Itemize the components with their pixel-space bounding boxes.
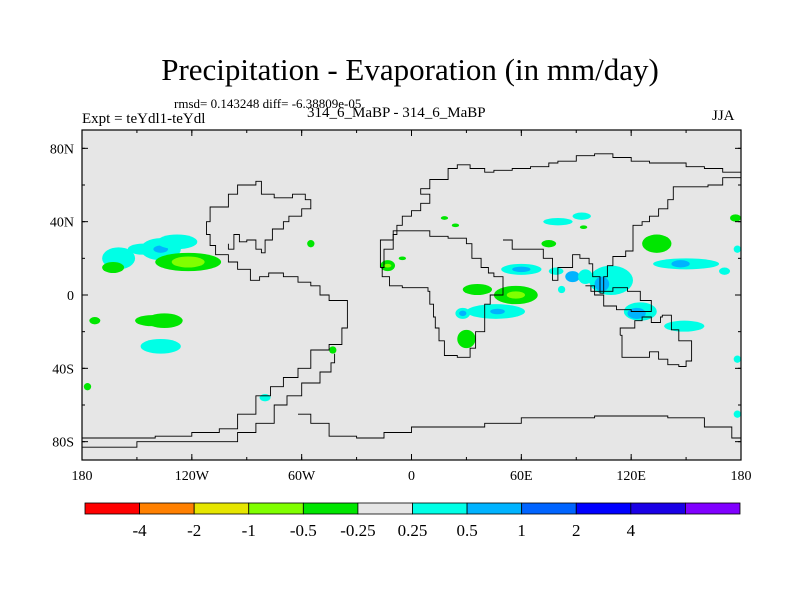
colorbar-box-11 (685, 502, 741, 515)
eurasia-africa-outline (380, 153, 741, 268)
colorbar-label: -1 (242, 521, 256, 540)
americas-outline (82, 180, 348, 439)
colorbar-box-8 (521, 502, 577, 515)
anomaly-patch-6 (171, 256, 205, 268)
season-label: JJA (712, 108, 735, 124)
colorbar-box-3 (248, 502, 304, 515)
anomaly-patch-17 (384, 263, 392, 268)
anomaly-layer (83, 212, 741, 418)
anomaly-patch-42 (627, 307, 646, 319)
colorbar-label: -4 (132, 521, 147, 540)
x-tick-label: 120E (616, 469, 646, 484)
anomaly-patch-47 (664, 320, 705, 332)
colorbar-box-9 (575, 502, 632, 515)
colorbar-label: -2 (187, 521, 201, 540)
stats-subtitle: rmsd= 0.143248 diff= -6.38809e-05 (174, 96, 362, 111)
x-axis: 180 120W 60W 0 60E 120E 180 (72, 130, 752, 484)
anomaly-patch-43 (642, 234, 672, 253)
colorbar-label: 1 (517, 521, 526, 540)
x-tick-label: 180 (72, 469, 93, 484)
colorbar-box-10 (630, 502, 686, 515)
anomaly-patch-1 (102, 262, 125, 273)
colorbar-box-7 (466, 502, 523, 515)
x-tick-label: 60E (510, 469, 533, 484)
anomaly-patch-15 (307, 240, 315, 248)
colorbar-label: 0.5 (456, 521, 477, 540)
anomaly-patch-27 (459, 310, 467, 317)
africa-outline (379, 230, 504, 358)
asia-south-outline (503, 174, 741, 294)
y-axis: 80N 40N 0 40S 80S (50, 142, 741, 451)
plot-background (82, 130, 741, 460)
anomaly-patch-32 (557, 285, 566, 294)
anomaly-patch-28 (457, 329, 476, 349)
colorbar-label: 2 (572, 521, 581, 540)
anomaly-patch-49 (733, 245, 741, 253)
colorbar-label: -0.5 (290, 521, 317, 540)
anomaly-patch-21 (462, 284, 493, 295)
anomaly-patch-7 (157, 234, 198, 250)
australia-outline (619, 314, 693, 367)
anomaly-patch-31 (548, 267, 564, 275)
anomaly-patch-36 (578, 269, 593, 284)
anomaly-patch-45 (671, 260, 690, 268)
x-tick-label: 60W (288, 469, 316, 484)
anomaly-patch-13 (259, 394, 271, 402)
x-tick-label: 0 (408, 469, 415, 484)
anomaly-patch-12 (83, 383, 92, 391)
colorbar-box-5 (357, 502, 413, 515)
colorbar-box-0 (84, 502, 140, 515)
colorbar-box-2 (193, 502, 250, 515)
anomaly-patch-35 (594, 276, 610, 292)
anomaly-patch-20 (451, 223, 460, 228)
x-tick-label: 180 (731, 469, 752, 484)
y-tick-label: 0 (67, 289, 74, 304)
coastline-layer (82, 153, 741, 448)
colorbar-box-1 (139, 502, 195, 515)
anomaly-patch-50 (733, 355, 741, 363)
colorbar-label: 0.25 (398, 521, 428, 540)
colorbar-box-4 (302, 502, 359, 515)
anomaly-patch-37 (543, 218, 573, 226)
anomaly-patch-25 (490, 308, 505, 315)
y-tick-label: 80S (52, 436, 74, 451)
y-tick-label: 40S (52, 362, 74, 377)
south-america-inner (82, 353, 336, 448)
colorbar (84, 502, 741, 515)
indonesia-outline (585, 285, 652, 312)
colorbar-label: -0.25 (340, 521, 375, 540)
anomaly-patch-10 (140, 339, 181, 354)
anomaly-patch-33 (565, 271, 580, 283)
colorbar-labels: -4 -2 -1 -0.5 -0.25 0.25 0.5 1 2 4 (132, 521, 635, 540)
antarctica-outline (298, 413, 741, 442)
colorbar-box-6 (412, 502, 468, 515)
x-tick-label: 120W (175, 469, 210, 484)
anomaly-patch-46 (719, 267, 731, 275)
y-tick-label: 40N (50, 216, 74, 231)
chart-title: Precipitation - Evaporation (in mm/day) (161, 52, 659, 87)
anomaly-patch-19 (440, 216, 449, 220)
anomaly-patch-39 (541, 240, 557, 248)
anomaly-patch-14 (329, 346, 337, 354)
anomaly-patch-38 (572, 212, 591, 220)
anomaly-patch-30 (512, 266, 531, 273)
anomaly-patch-9 (146, 313, 183, 328)
anomaly-patch-11 (89, 317, 101, 325)
anomaly-patch-48 (730, 214, 741, 222)
y-tick-label: 80N (50, 142, 74, 157)
center-label: 314_6_MaBP - 314_6_MaBP (307, 105, 486, 121)
anomaly-patch-23 (506, 291, 525, 299)
anomaly-patch-51 (733, 410, 741, 418)
colorbar-label: 4 (627, 521, 636, 540)
anomaly-patch-18 (398, 256, 407, 261)
experiment-label: Expt = teYdl1-teYdl (82, 111, 206, 127)
anomaly-patch-40 (579, 225, 588, 230)
